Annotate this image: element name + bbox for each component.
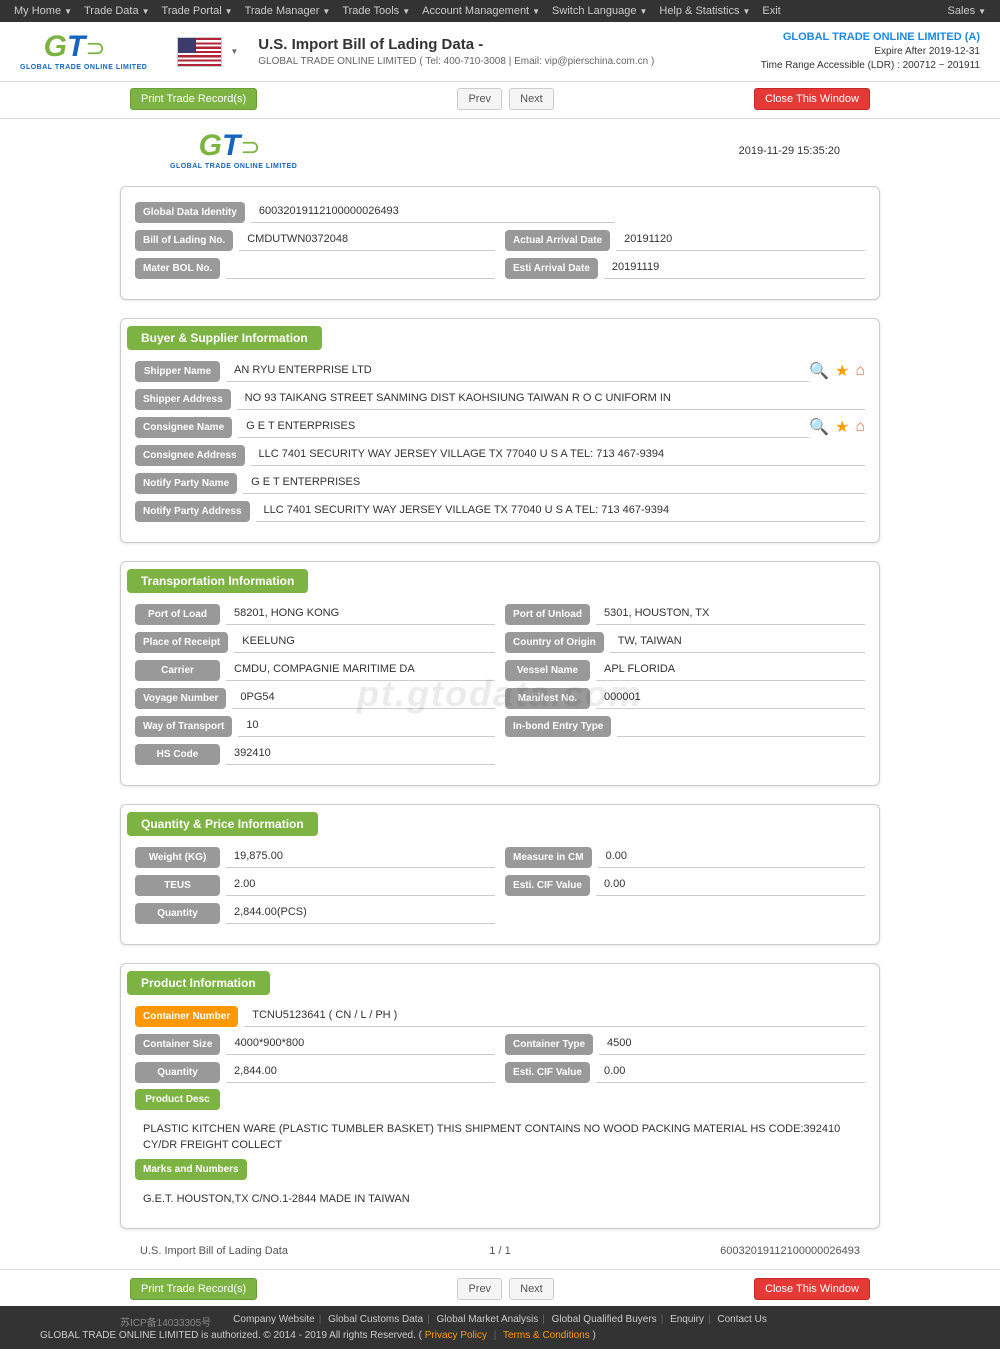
logo-subtitle: GLOBAL TRADE ONLINE LIMITED (20, 64, 147, 71)
icp-number: 苏ICP备14033305号 (120, 1314, 211, 1329)
next-button[interactable]: Next (509, 88, 554, 110)
quantity-price-title: Quantity & Price Information (127, 812, 318, 836)
mater-bol-value (226, 257, 495, 279)
next-button-bottom[interactable]: Next (509, 1278, 554, 1300)
esti-arrival-label: Esti Arrival Date (505, 258, 598, 279)
bol-no-label: Bill of Lading No. (135, 230, 233, 251)
transportation-title: Transportation Information (127, 569, 308, 593)
nav-my-home[interactable]: My Home▼ (8, 5, 78, 17)
actual-arrival-value: 20191120 (616, 229, 865, 251)
account-info: GLOBAL TRADE ONLINE LIMITED (A) Expire A… (761, 30, 980, 73)
account-expire: Expire After 2019-12-31 (761, 45, 980, 59)
esti-arrival-value: 20191119 (604, 257, 865, 279)
global-data-identity-value: 60032019112100000026493 (251, 201, 615, 223)
nav-trade-portal[interactable]: Trade Portal▼ (156, 5, 239, 17)
logo[interactable]: GT⊃ GLOBAL TRADE ONLINE LIMITED (20, 32, 147, 71)
prev-button-bottom[interactable]: Prev (457, 1278, 502, 1300)
notify-name-label: Notify Party Name (135, 473, 237, 494)
nav-trade-tools[interactable]: Trade Tools▼ (336, 5, 416, 17)
marks-numbers-value: G.E.T. HOUSTON,TX C/NO.1-2844 MADE IN TA… (135, 1186, 865, 1213)
toolbar-bottom: Print Trade Record(s) Prev Next Close Th… (110, 1272, 890, 1306)
shipper-name-label: Shipper Name (135, 361, 220, 382)
footer-link-enquiry[interactable]: Enquiry (670, 1314, 704, 1325)
nav-switch-language[interactable]: Switch Language▼ (546, 5, 653, 17)
quantity-price-panel: Quantity & Price Information Weight (KG)… (120, 804, 880, 945)
shipper-address-value: NO 93 TAIKANG STREET SANMING DIST KAOHSI… (237, 388, 865, 410)
footer-link-contact-us[interactable]: Contact Us (717, 1314, 766, 1325)
flag-icon[interactable] (177, 37, 222, 67)
nav-trade-data[interactable]: Trade Data▼ (78, 5, 156, 17)
buyer-supplier-panel: Buyer & Supplier Information Shipper Nam… (120, 318, 880, 543)
product-title: Product Information (127, 971, 270, 995)
page-subtitle: GLOBAL TRADE ONLINE LIMITED ( Tel: 400-7… (258, 56, 760, 67)
shipper-address-label: Shipper Address (135, 389, 231, 410)
record-timestamp: 2019-11-29 15:35:20 (739, 145, 840, 157)
nav-account-management[interactable]: Account Management▼ (416, 5, 546, 17)
consignee-name-value: G E T ENTERPRISES (238, 416, 809, 438)
prev-button[interactable]: Prev (457, 88, 502, 110)
print-button[interactable]: Print Trade Record(s) (130, 88, 257, 110)
record-footer-page: 1 / 1 (380, 1245, 620, 1257)
top-navigation: My Home▼ Trade Data▼ Trade Portal▼ Trade… (0, 0, 1000, 22)
home-icon[interactable]: ⌂ (855, 418, 865, 436)
star-icon[interactable]: ★ (835, 417, 849, 437)
nav-sales[interactable]: Sales▼ (942, 5, 992, 17)
footer-link-company-website[interactable]: Company Website (233, 1314, 315, 1325)
flag-dropdown-caret[interactable]: ▼ (230, 47, 238, 56)
close-window-button-bottom[interactable]: Close This Window (754, 1278, 870, 1300)
footer-link-customs-data[interactable]: Global Customs Data (328, 1314, 423, 1325)
magnify-icon[interactable]: 🔍 (809, 417, 829, 437)
record-footer: U.S. Import Bill of Lading Data 1 / 1 60… (120, 1235, 880, 1267)
record: GT⊃ GLOBAL TRADE ONLINE LIMITED 2019-11-… (120, 121, 880, 1266)
toolbar-top: Print Trade Record(s) Prev Next Close Th… (110, 82, 890, 116)
nav-help-statistics[interactable]: Help & Statistics▼ (653, 5, 756, 17)
footer-copyright: GLOBAL TRADE ONLINE LIMITED is authorize… (20, 1330, 980, 1341)
record-footer-left: U.S. Import Bill of Lading Data (140, 1245, 380, 1257)
close-window-button[interactable]: Close This Window (754, 88, 870, 110)
identity-panel: Global Data Identity 6003201911210000002… (120, 186, 880, 300)
nav-trade-manager[interactable]: Trade Manager▼ (239, 5, 337, 17)
bol-no-value: CMDUTWN0372048 (239, 229, 495, 251)
container-number-label: Container Number (135, 1006, 238, 1027)
record-footer-id: 60032019112100000026493 (620, 1245, 860, 1257)
page-header: GT⊃ GLOBAL TRADE ONLINE LIMITED ▼ U.S. I… (0, 22, 1000, 82)
product-panel: Product Information Container NumberTCNU… (120, 963, 880, 1228)
consignee-address-value: LLC 7401 SECURITY WAY JERSEY VILLAGE TX … (251, 444, 865, 466)
notify-address-value: LLC 7401 SECURITY WAY JERSEY VILLAGE TX … (256, 500, 865, 522)
terms-conditions-link[interactable]: Terms & Conditions (503, 1330, 590, 1341)
record-logo: GT⊃ GLOBAL TRADE ONLINE LIMITED (170, 131, 297, 170)
notify-name-value: G E T ENTERPRISES (243, 472, 865, 494)
account-name: GLOBAL TRADE ONLINE LIMITED (A) (761, 30, 980, 45)
nav-exit[interactable]: Exit (756, 5, 786, 17)
product-desc-label: Product Desc (135, 1089, 220, 1110)
page-footer: 苏ICP备14033305号 Company Website| Global C… (0, 1306, 1000, 1349)
footer-link-qualified-buyers[interactable]: Global Qualified Buyers (552, 1314, 657, 1325)
actual-arrival-label: Actual Arrival Date (505, 230, 610, 251)
consignee-address-label: Consignee Address (135, 445, 245, 466)
page-title: U.S. Import Bill of Lading Data - (258, 36, 760, 53)
privacy-policy-link[interactable]: Privacy Policy (425, 1330, 487, 1341)
marks-numbers-label: Marks and Numbers (135, 1159, 247, 1180)
home-icon[interactable]: ⌂ (855, 362, 865, 380)
notify-address-label: Notify Party Address (135, 501, 250, 522)
product-desc-value: PLASTIC KITCHEN WARE (PLASTIC TUMBLER BA… (135, 1116, 865, 1159)
account-time-range: Time Range Accessible (LDR) : 200712 ~ 2… (761, 59, 980, 73)
consignee-name-label: Consignee Name (135, 417, 232, 438)
transportation-panel: Transportation Information Port of Load5… (120, 561, 880, 786)
magnify-icon[interactable]: 🔍 (809, 361, 829, 381)
shipper-name-value: AN RYU ENTERPRISE LTD (226, 360, 809, 382)
print-button-bottom[interactable]: Print Trade Record(s) (130, 1278, 257, 1300)
global-data-identity-label: Global Data Identity (135, 202, 245, 223)
footer-link-market-analysis[interactable]: Global Market Analysis (437, 1314, 539, 1325)
star-icon[interactable]: ★ (835, 361, 849, 381)
buyer-supplier-title: Buyer & Supplier Information (127, 326, 322, 350)
mater-bol-label: Mater BOL No. (135, 258, 220, 279)
